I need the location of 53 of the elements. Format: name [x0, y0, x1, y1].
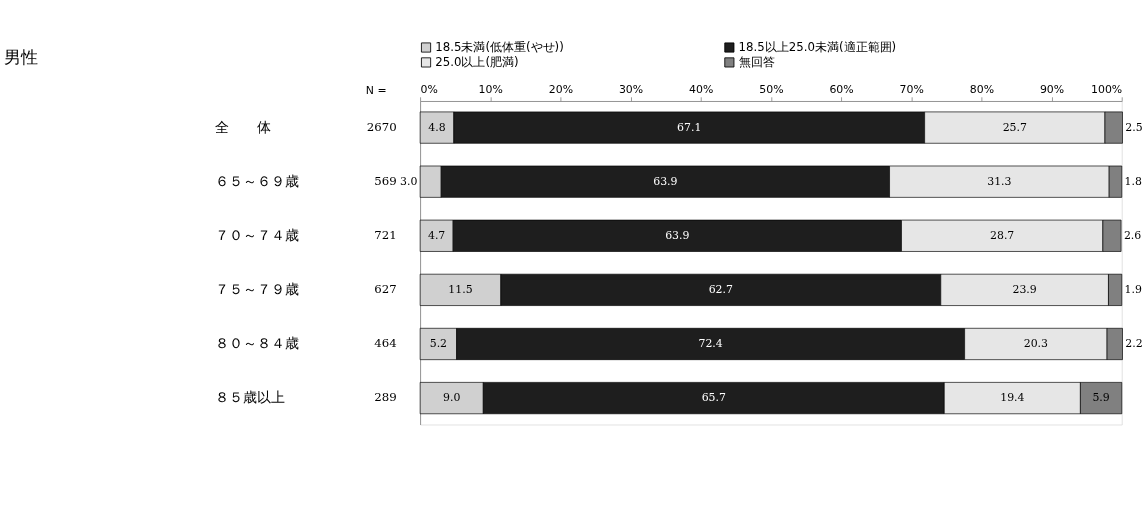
y-tick-label: 全 体 [214, 118, 271, 135]
data-label: 31.3 [987, 175, 1012, 189]
x-tick-label: 90% [1039, 83, 1065, 97]
data-label: 4.7 [427, 229, 446, 243]
text: 721 [374, 228, 397, 243]
x-tick-label: 50% [759, 83, 784, 97]
data-label: 28.7 [990, 229, 1015, 243]
data-label: 5.9 [1092, 391, 1110, 405]
data-label: 5.2 [429, 337, 448, 351]
legend-label: 18.5未満(低体重(やせ)) [435, 39, 564, 54]
x-tick-label: 20% [548, 83, 574, 97]
y-tick-label: ７５～７９歳 [214, 281, 299, 298]
text: 2670 [366, 119, 397, 134]
data-label: 1.9 [1124, 283, 1142, 297]
x-tick-label: 70% [899, 83, 924, 97]
data-label: 72.4 [698, 337, 723, 351]
text: 289 [374, 390, 397, 405]
data-label: 20.3 [1023, 337, 1049, 351]
data-label: 63.9 [665, 229, 690, 243]
legend-label: 25.0以上(肥満) [435, 54, 519, 69]
text: 464 [374, 336, 397, 351]
data-label: 2.6 [1123, 229, 1142, 243]
x-tick-label: 10% [478, 83, 503, 97]
data-label: 4.8 [428, 120, 446, 134]
data-label: 63.9 [653, 175, 678, 189]
data-label: 25.7 [1002, 120, 1027, 134]
data-label: 23.9 [1012, 283, 1037, 297]
text: 627 [374, 282, 397, 297]
y-tick-label: ８０～８４歳 [214, 335, 299, 352]
y-tick-label: ７０～７４歳 [214, 226, 299, 243]
data-label: 62.7 [708, 283, 733, 297]
x-tick-label: 100% [1091, 83, 1123, 97]
data-label: 3.0 [399, 175, 418, 189]
y-tick-label: ８５歳以上 [214, 389, 285, 406]
data-label: 19.4 [1000, 391, 1025, 405]
x-tick-label: 60% [829, 83, 854, 97]
x-tick-label: 40% [689, 83, 714, 97]
legend-label: 18.5以上25.0未満(適正範囲) [738, 39, 897, 54]
y-tick-label: ６５～６９歳 [214, 172, 299, 189]
data-label: 1.8 [1124, 175, 1142, 189]
x-tick-label: 80% [969, 83, 995, 97]
text: 569 [374, 174, 397, 189]
data-label: 9.0 [443, 391, 461, 405]
text: 男性 [4, 47, 39, 68]
legend-label: 無回答 [738, 54, 775, 69]
x-tick-label: 0% [420, 83, 438, 97]
data-label: 65.7 [701, 391, 726, 405]
text: N = [365, 83, 387, 97]
data-label: 11.5 [448, 283, 473, 297]
x-tick-label: 30% [618, 83, 644, 97]
data-label: 2.2 [1125, 337, 1143, 351]
data-label: 67.1 [677, 120, 702, 134]
data-label: 2.5 [1125, 120, 1143, 134]
